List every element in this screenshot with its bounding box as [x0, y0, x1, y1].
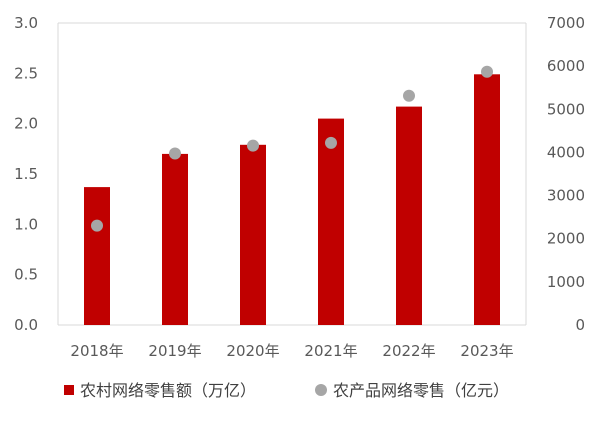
legend: 农村网络零售额（万亿） 农产品网络零售（亿元） — [64, 381, 509, 400]
point-2 — [247, 139, 259, 152]
bar-2 — [240, 144, 266, 325]
plot-area — [57, 22, 527, 326]
y-left-tick-5: 2.5 — [14, 64, 38, 82]
bar-5 — [474, 74, 500, 325]
legend-swatch-scatter — [315, 384, 327, 396]
bar-1 — [162, 153, 188, 325]
y-right-tick-3: 3000 — [547, 187, 585, 205]
y-right-tick-7: 7000 — [547, 14, 585, 32]
point-1 — [169, 147, 181, 160]
legend-swatch-bar — [64, 385, 74, 395]
bar-0 — [84, 187, 110, 325]
legend-label-bar: 农村网络零售额（万亿） — [80, 381, 256, 400]
y-right-tick-1: 1000 — [547, 273, 585, 291]
y-left-tick-6: 3.0 — [14, 14, 38, 32]
bar-3 — [318, 118, 344, 325]
y-right-tick-5: 5000 — [547, 100, 585, 118]
x-axis-ticks: 2018年 2019年 2020年 2021年 2022年 2023年 — [70, 342, 513, 360]
point-4 — [403, 89, 415, 102]
x-tick-1: 2019年 — [148, 342, 201, 360]
y-axis-right-ticks: 0 1000 2000 3000 4000 5000 6000 7000 — [547, 14, 585, 334]
point-5 — [481, 65, 493, 78]
x-tick-5: 2023年 — [460, 342, 513, 360]
bar-4 — [396, 106, 422, 325]
x-tick-3: 2021年 — [304, 342, 357, 360]
y-right-tick-4: 4000 — [547, 143, 585, 161]
bar-series — [84, 74, 500, 325]
x-tick-4: 2022年 — [382, 342, 435, 360]
point-3 — [325, 136, 337, 149]
legend-label-scatter: 农产品网络零售（亿元） — [333, 381, 509, 400]
y-right-tick-0: 0 — [575, 316, 585, 334]
y-left-tick-0: 0.0 — [14, 316, 38, 334]
point-0 — [91, 219, 103, 232]
y-left-tick-2: 1.0 — [14, 215, 38, 233]
y-left-tick-3: 1.5 — [14, 165, 38, 183]
y-right-tick-6: 6000 — [547, 57, 585, 75]
y-left-tick-4: 2.0 — [14, 115, 38, 133]
y-left-tick-1: 0.5 — [14, 266, 38, 284]
x-tick-2: 2020年 — [226, 342, 279, 360]
y-right-tick-2: 2000 — [547, 230, 585, 248]
y-axis-left-ticks: 0.0 0.5 1.0 1.5 2.0 2.5 3.0 — [14, 14, 38, 334]
scatter-series — [91, 65, 493, 232]
x-tick-0: 2018年 — [70, 342, 123, 360]
